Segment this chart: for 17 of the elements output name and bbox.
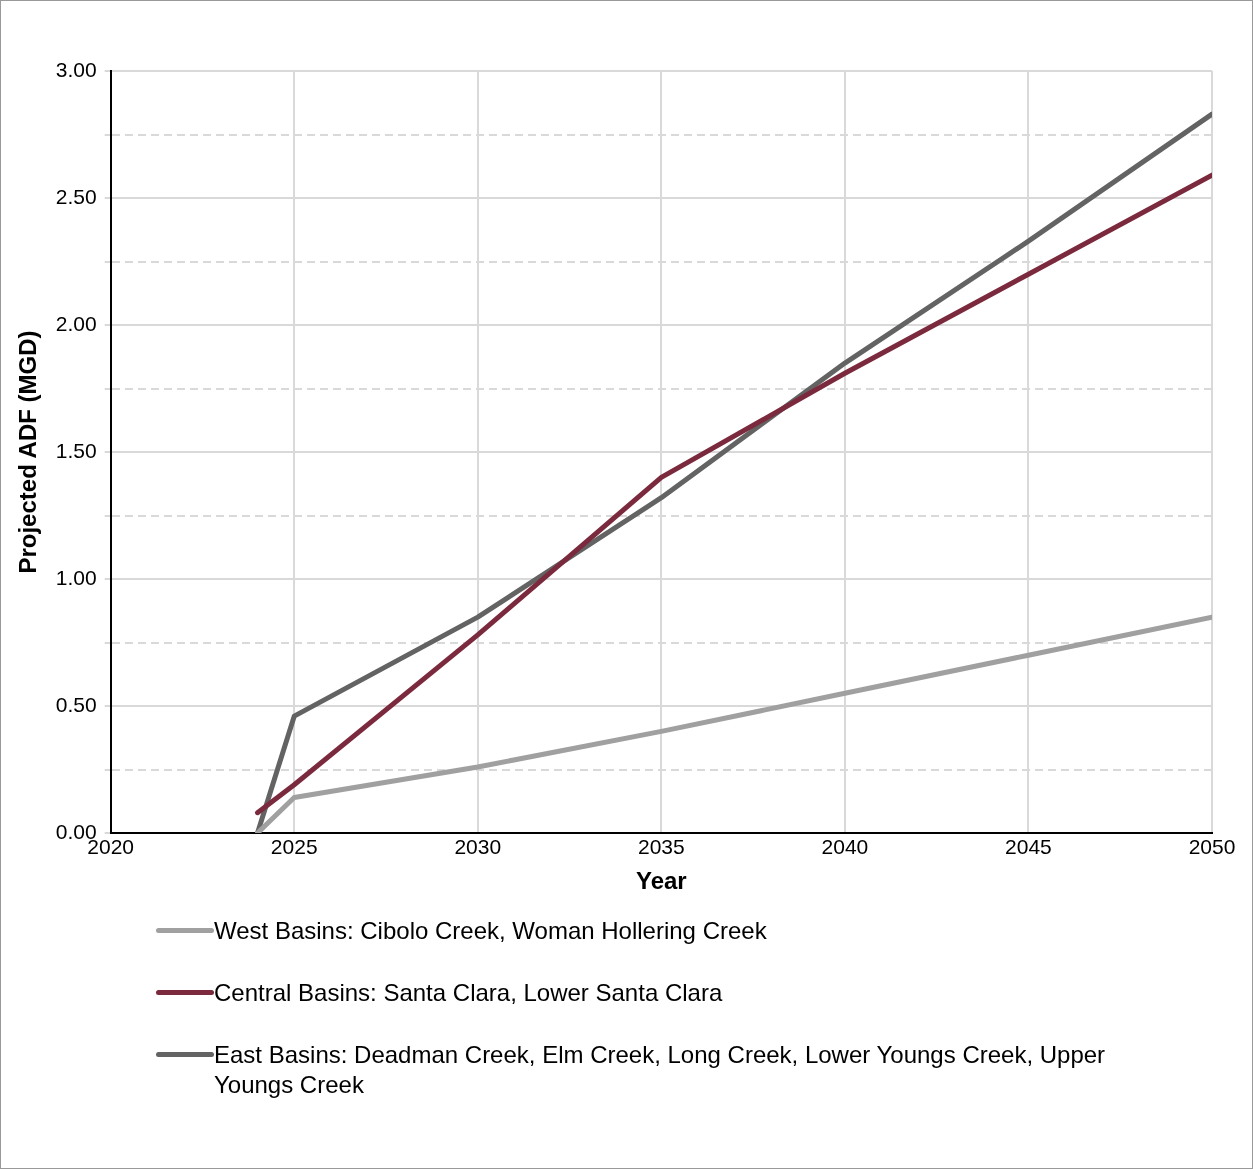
x-tick-label: 2045 [1005, 835, 1052, 859]
legend-label: Central Basins: Santa Clara, Lower Santa Clara [214, 978, 723, 1008]
y-tick-label: 3.00 [55, 57, 97, 81]
y-axis-title: Projected ADF (MGD) [14, 330, 42, 574]
x-tick-label: 2050 [1188, 835, 1236, 859]
y-tick-label: 0.50 [55, 692, 97, 716]
y-tick-label: 2.50 [55, 184, 97, 208]
y-tick-label: 1.50 [55, 438, 97, 462]
x-tick-label: 2025 [270, 835, 318, 859]
y-tick-label: 2.00 [55, 311, 97, 335]
x-tick-label: 2030 [454, 835, 502, 859]
y-tick-label: 1.00 [55, 565, 97, 589]
x-axis-title: Year [635, 867, 687, 895]
legend-label: East Basins: Deadman Creek, Elm Creek, Long Creek, Lower Youngs Creek, Upper Youngs Creek [214, 1040, 1106, 1100]
x-tick-label: 2040 [821, 835, 869, 859]
legend-label: West Basins: Cibolo Creek, Woman Hollering Creek [214, 916, 767, 946]
x-tick-label: 2035 [637, 835, 685, 859]
